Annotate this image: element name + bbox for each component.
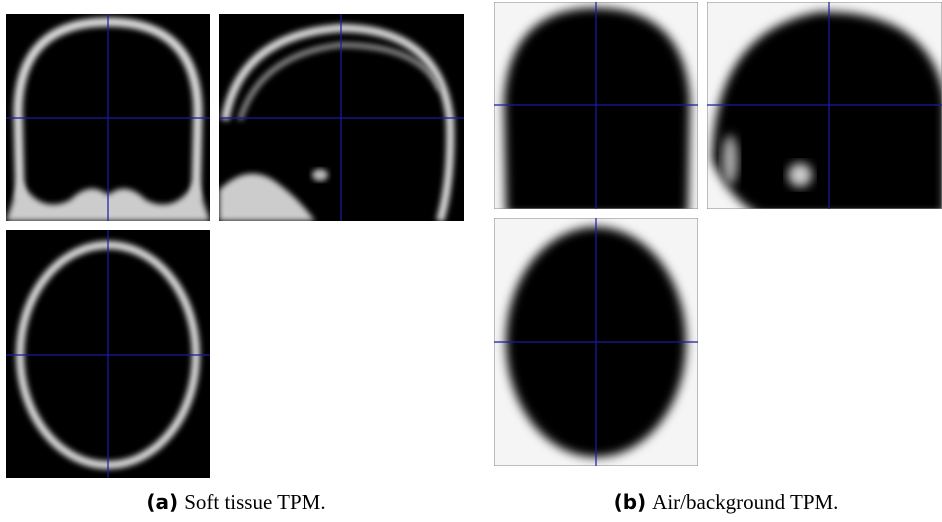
caption-text: Soft tissue TPM. [184, 490, 325, 514]
air-coronal [494, 2, 698, 215]
caption-text: Air/background TPM. [652, 490, 838, 514]
subfigure-label: (b) [614, 490, 647, 514]
caption-a: (a)Soft tissue TPM. [146, 490, 325, 514]
caption-b: (b)Air/background TPM. [614, 490, 839, 514]
subfigure-label: (a) [146, 490, 178, 514]
soft-tissue-sagittal [219, 14, 464, 221]
air-axial [494, 218, 698, 466]
soft-tissue-coronal [6, 14, 210, 221]
figure: (a)Soft tissue TPM. (b)Air/background TP… [0, 0, 942, 522]
air-sagittal [707, 2, 942, 215]
soft-tissue-axial [6, 230, 210, 478]
